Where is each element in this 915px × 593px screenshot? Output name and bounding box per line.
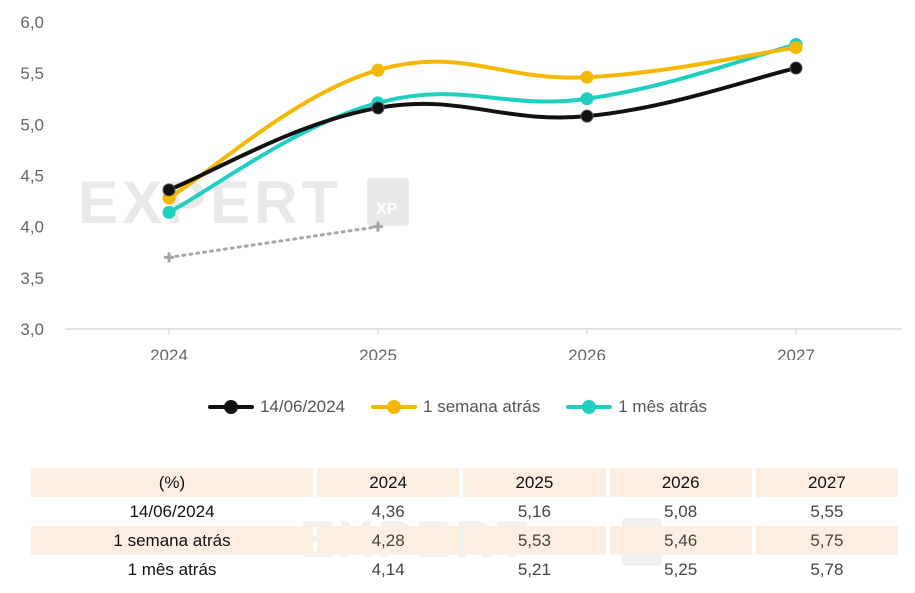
- series-point: [162, 183, 176, 197]
- table-header-cell: 2024: [317, 468, 460, 497]
- legend-label-series-2: 1 semana atrás: [423, 397, 541, 416]
- series-point: [164, 252, 174, 263]
- table-row-label: 1 semana atrás: [31, 526, 313, 555]
- table-header-cell: (%): [31, 468, 313, 497]
- y-tick-label: 4,0: [20, 218, 44, 237]
- table-cell: 5,46: [609, 526, 752, 555]
- table-cell: 5,53: [463, 526, 606, 555]
- expert-watermark: EXPERT XP: [78, 169, 409, 236]
- table-cell: 5,55: [810, 501, 844, 521]
- table-header-cell: 2027: [755, 468, 898, 497]
- table-cell: 5,75: [755, 526, 898, 555]
- legend-swatch-series-1: [207, 399, 254, 415]
- legend-label-series-3: 1 mês atrás: [618, 397, 708, 416]
- data-table: (%) 2024 2025 2026 2027 14/06/2024 4,36 …: [27, 468, 902, 584]
- table-cell: 4,14: [371, 559, 405, 579]
- series-point: [789, 61, 803, 75]
- chart-legend: 14/06/2024 1 semana atrás 1 mês atrás: [0, 394, 915, 420]
- table-row-label: 14/06/2024: [129, 501, 215, 521]
- x-tick-label: 2027: [777, 346, 815, 360]
- line-chart: EXPERT XP 2024 2025 2026 2027 3,0 3,5 4,0 4,5 5…: [20, 13, 902, 360]
- table-cell: 4,28: [317, 526, 460, 555]
- legend-swatch-series-3: [566, 399, 613, 415]
- y-tick-label: 5,5: [20, 64, 44, 83]
- legend-item-series-2: 1 semana atrás: [371, 397, 540, 417]
- series-point: [371, 63, 385, 77]
- x-tick-label: 2026: [568, 346, 606, 360]
- y-tick-label: 4,5: [20, 167, 44, 186]
- series-point: [162, 205, 176, 219]
- series-point: [580, 92, 594, 106]
- series-line: [167, 42, 798, 215]
- series-line: [167, 66, 798, 192]
- table-header-cell: 2026: [609, 468, 752, 497]
- svg-text:XP: XP: [376, 201, 398, 218]
- table-cell: 4,36: [371, 501, 405, 521]
- table-cell: 5,78: [810, 559, 844, 579]
- table-cell: 5,16: [517, 501, 551, 521]
- y-tick-label: 3,5: [20, 269, 44, 288]
- y-tick-label: 3,0: [20, 320, 44, 339]
- x-tick-label: 2024: [150, 346, 188, 360]
- table-header-cell: 2025: [463, 468, 606, 497]
- x-tick-label: 2025: [359, 346, 397, 360]
- series-point: [373, 221, 383, 232]
- legend-item-series-1: 14/06/2024: [207, 397, 346, 417]
- table-row: 14/06/2024 4,36 5,16 5,08 5,55: [31, 497, 898, 526]
- table-header-row: (%) 2024 2025 2026 2027: [31, 468, 898, 497]
- table-row-label: 1 mês atrás: [127, 559, 217, 579]
- legend-swatch-series-2: [371, 399, 418, 415]
- table-row: 1 semana atrás 4,28 5,53 5,46 5,75: [31, 526, 898, 555]
- series-line: [167, 45, 798, 201]
- series-point: [580, 70, 594, 84]
- svg-text:EXPERT: EXPERT: [78, 169, 342, 236]
- series-point: [371, 101, 385, 115]
- table-cell: 5,21: [517, 559, 551, 579]
- table-cell: 5,08: [664, 501, 698, 521]
- table-row: 1 mês atrás 4,14 5,21 5,25 5,78: [31, 555, 898, 584]
- series-point: [580, 109, 594, 123]
- table-cell: 5,25: [664, 559, 698, 579]
- y-tick-label: 6,0: [20, 13, 44, 32]
- series-line-dotted: [167, 225, 380, 259]
- legend-item-series-3: 1 mês atrás: [566, 397, 707, 417]
- series-point: [789, 41, 803, 55]
- legend-label-series-1: 14/06/2024: [259, 397, 346, 416]
- y-tick-label: 5,0: [20, 115, 44, 134]
